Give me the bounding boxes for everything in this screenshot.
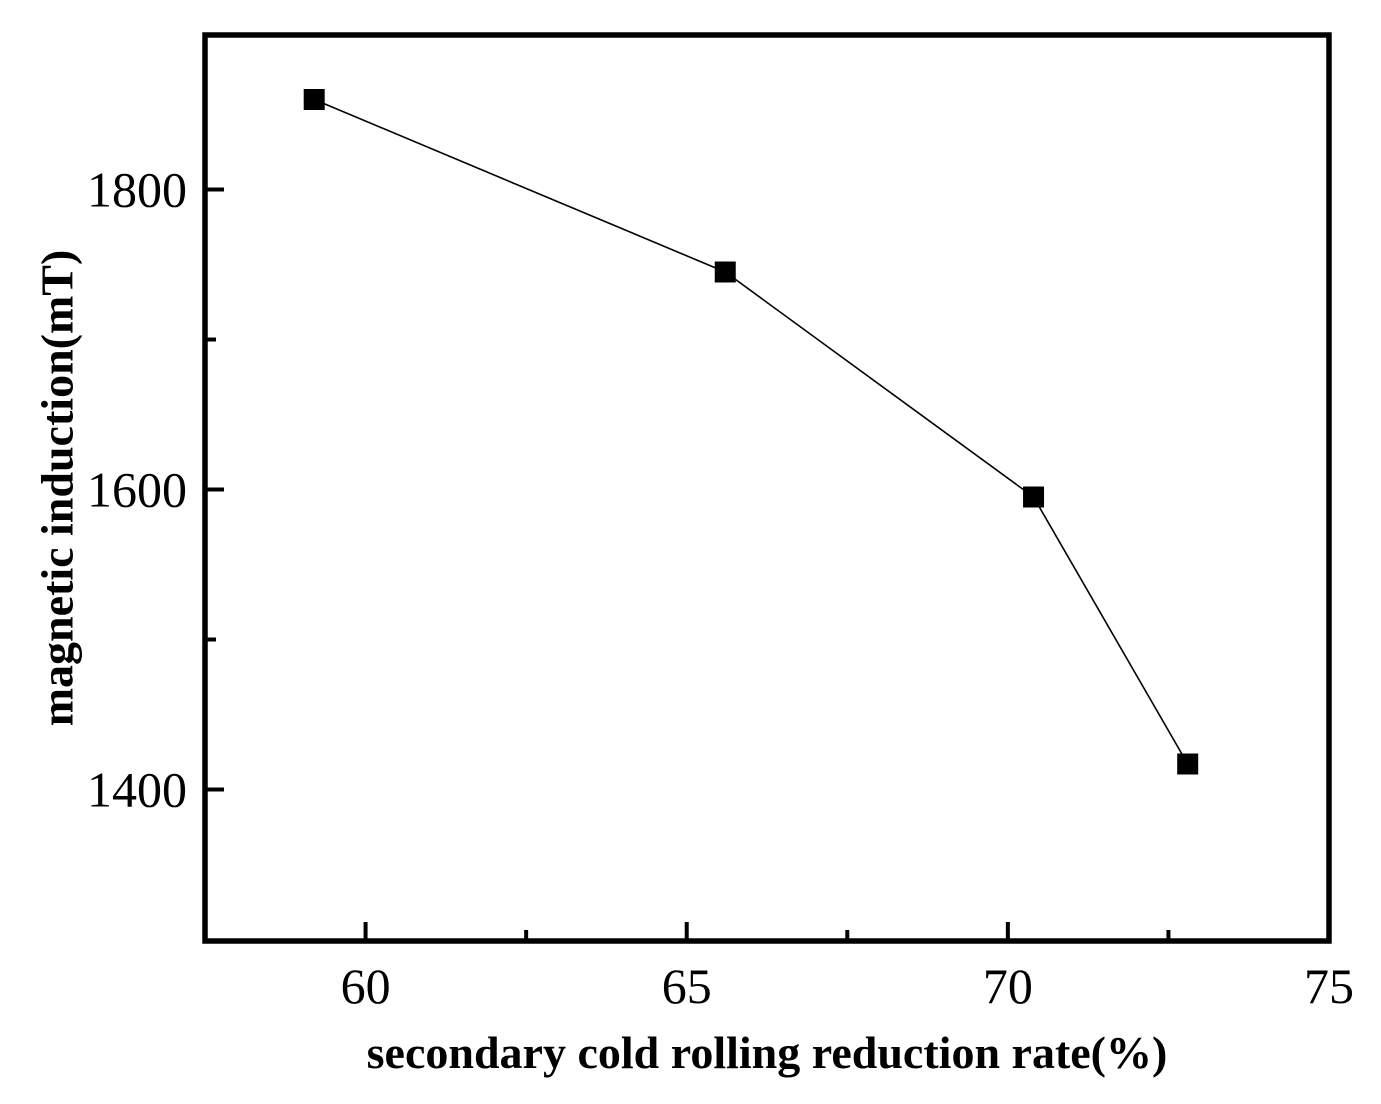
x-tick-label: 65 [662,958,712,1014]
axis-ticks: 60 65 70 75 1400 1600 1800 [87,162,1354,1015]
x-tick-label: 60 [341,958,391,1014]
data-markers [303,89,1199,775]
data-point-marker [1023,486,1045,508]
axis-frame [202,32,1332,944]
x-axis-title: secondary cold rolling reduction rate(%) [366,1027,1168,1078]
y-tick-label: 1600 [87,462,187,518]
data-point-marker [303,89,325,110]
data-point-marker [714,261,736,283]
y-axis-title: magnetic induction(mT) [31,249,83,727]
x-tick-label: 75 [1304,958,1354,1014]
y-tick-label: 1800 [87,162,187,218]
y-tick-label: 1400 [87,762,187,818]
data-point-marker [1177,753,1199,775]
data-line [313,98,1189,765]
x-tick-label: 70 [983,958,1033,1014]
plot-area: 60 65 70 75 1400 1600 1800 [87,32,1354,1015]
